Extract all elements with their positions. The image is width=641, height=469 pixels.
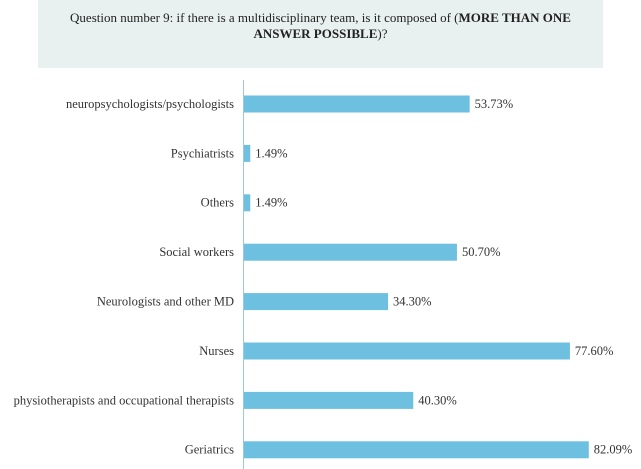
value-label: 53.73%	[475, 97, 514, 111]
bar	[244, 243, 457, 261]
value-label: 1.49%	[255, 146, 287, 160]
title-text: )?	[377, 26, 388, 41]
bar	[244, 441, 589, 459]
bar	[244, 144, 251, 162]
chart-title: Question number 9: if there is a multidi…	[38, 0, 603, 68]
bar	[244, 342, 570, 360]
value-label: 1.49%	[255, 196, 287, 210]
category-label: Psychiatrists	[171, 146, 234, 160]
bar	[244, 391, 414, 409]
title-bold: MORE THAN ONE ANSWER POSSIBLE	[253, 10, 571, 41]
bar	[244, 95, 470, 113]
bar	[244, 194, 251, 212]
value-label: 40.30%	[418, 393, 457, 407]
bar	[244, 293, 389, 311]
category-label: Neurologists and other MD	[97, 294, 234, 308]
value-label: 77.60%	[575, 344, 614, 358]
category-label: neuropsychologists/psychologists	[66, 97, 234, 111]
value-label: 82.09%	[594, 443, 633, 457]
category-label: Geriatrics	[185, 443, 234, 457]
category-label: Others	[201, 196, 234, 210]
category-label: Nurses	[199, 344, 234, 358]
value-label: 34.30%	[393, 294, 432, 308]
category-label: Social workers	[159, 245, 234, 259]
value-label: 50.70%	[462, 245, 501, 259]
title-text: Question number 9: if there is a multidi…	[70, 10, 459, 25]
category-label: physiotherapists and occupational therap…	[14, 393, 235, 407]
